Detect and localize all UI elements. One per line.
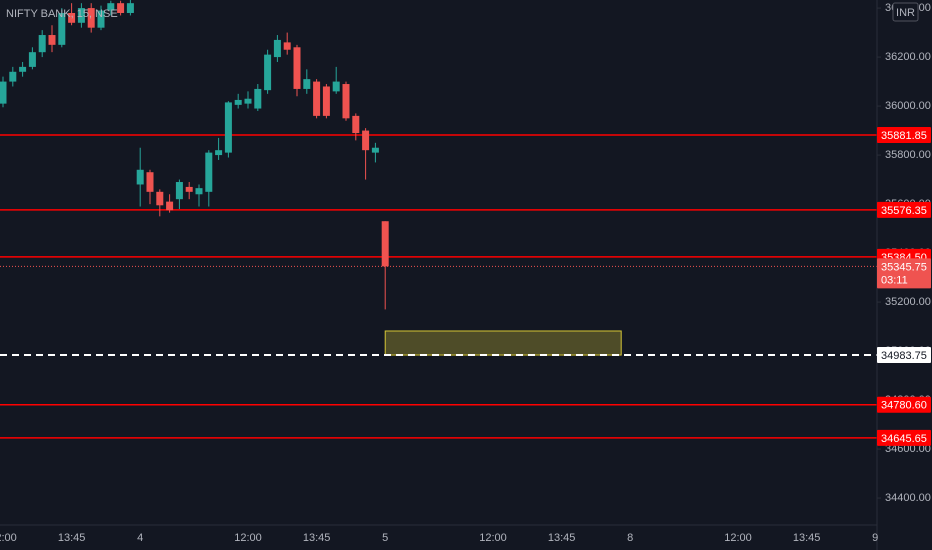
candle-body — [87, 8, 95, 28]
candle-body — [9, 71, 17, 82]
candle-body — [313, 81, 321, 116]
candle-body — [156, 191, 164, 206]
y-tick-label: 35800.00 — [885, 149, 931, 161]
candle-body — [381, 221, 389, 267]
y-tick-label: 34400.00 — [885, 492, 931, 504]
candle-body — [28, 52, 36, 67]
candle-body — [362, 130, 370, 151]
candle-body — [0, 81, 7, 104]
y-tick-label: 35200.00 — [885, 296, 931, 308]
x-tick-label: 12:00 — [724, 532, 752, 544]
candle-body — [38, 35, 46, 53]
candle-body — [175, 182, 183, 200]
currency-label: INR — [896, 7, 915, 19]
chart-title: NIFTY BANK, 15, NSE — [6, 8, 118, 20]
x-tick-label: 13:45 — [303, 532, 331, 544]
candle-body — [273, 39, 281, 58]
level-label-box — [877, 347, 931, 364]
level-label-box — [877, 429, 931, 446]
candle-body — [58, 12, 66, 45]
x-tick-label: 13:45 — [58, 532, 86, 544]
candle-body — [117, 3, 125, 13]
candle-body — [166, 201, 174, 211]
candle-body — [107, 3, 115, 11]
y-tick-label: 36000.00 — [885, 100, 931, 112]
candle-body — [322, 86, 330, 116]
last-price-box — [877, 258, 931, 289]
candle-body — [215, 150, 223, 156]
level-label-box — [877, 201, 931, 218]
level-label: 35881.85 — [881, 130, 927, 142]
x-tick-label: 8 — [627, 532, 633, 544]
level-label-box — [877, 127, 931, 144]
candle-body — [293, 47, 301, 89]
candle-body — [283, 42, 291, 50]
candle-body — [264, 54, 272, 91]
x-tick-label: 9 — [872, 532, 878, 544]
candle-body — [254, 88, 262, 109]
time-axis-panel — [0, 525, 877, 550]
candle-body — [68, 12, 76, 23]
candle-body — [224, 102, 232, 153]
candle-body — [97, 10, 105, 28]
y-tick-label: 34600.00 — [885, 443, 931, 455]
x-tick-label: 4 — [137, 532, 143, 544]
level-label: 34983.75 — [881, 350, 927, 362]
candle-body — [48, 35, 56, 45]
candle-body — [332, 81, 340, 92]
candle-body — [19, 66, 27, 72]
x-tick-label: 13:45 — [793, 532, 821, 544]
x-tick-label: 12:00 — [234, 532, 262, 544]
x-tick-label: 12:00 — [0, 532, 17, 544]
candle-body — [146, 172, 154, 192]
x-tick-label: 5 — [382, 532, 388, 544]
level-label-box — [877, 396, 931, 413]
plot — [0, 0, 877, 439]
candle-body — [342, 84, 350, 119]
level-label: 34780.60 — [881, 400, 927, 412]
candle-body — [205, 152, 213, 192]
candle-body — [195, 188, 203, 195]
candle-body — [126, 3, 134, 13]
x-tick-label: 13:45 — [548, 532, 576, 544]
zone-box — [384, 330, 622, 356]
x-tick-label: 12:00 — [479, 532, 507, 544]
candle-body — [371, 147, 379, 153]
candle-body — [352, 115, 360, 134]
currency-box — [892, 2, 919, 22]
candle-body — [234, 99, 242, 105]
level-label: 34645.65 — [881, 433, 927, 445]
candle-body — [244, 98, 252, 104]
countdown-label: 03:11 — [881, 274, 908, 286]
candle-body — [185, 186, 193, 192]
last-price-label: 35345.75 — [881, 261, 927, 273]
candle-body — [77, 8, 85, 23]
candle-body — [136, 169, 144, 185]
level-label: 35576.35 — [881, 205, 927, 217]
y-tick-label: 36200.00 — [885, 51, 931, 63]
candle-body — [303, 79, 311, 89]
